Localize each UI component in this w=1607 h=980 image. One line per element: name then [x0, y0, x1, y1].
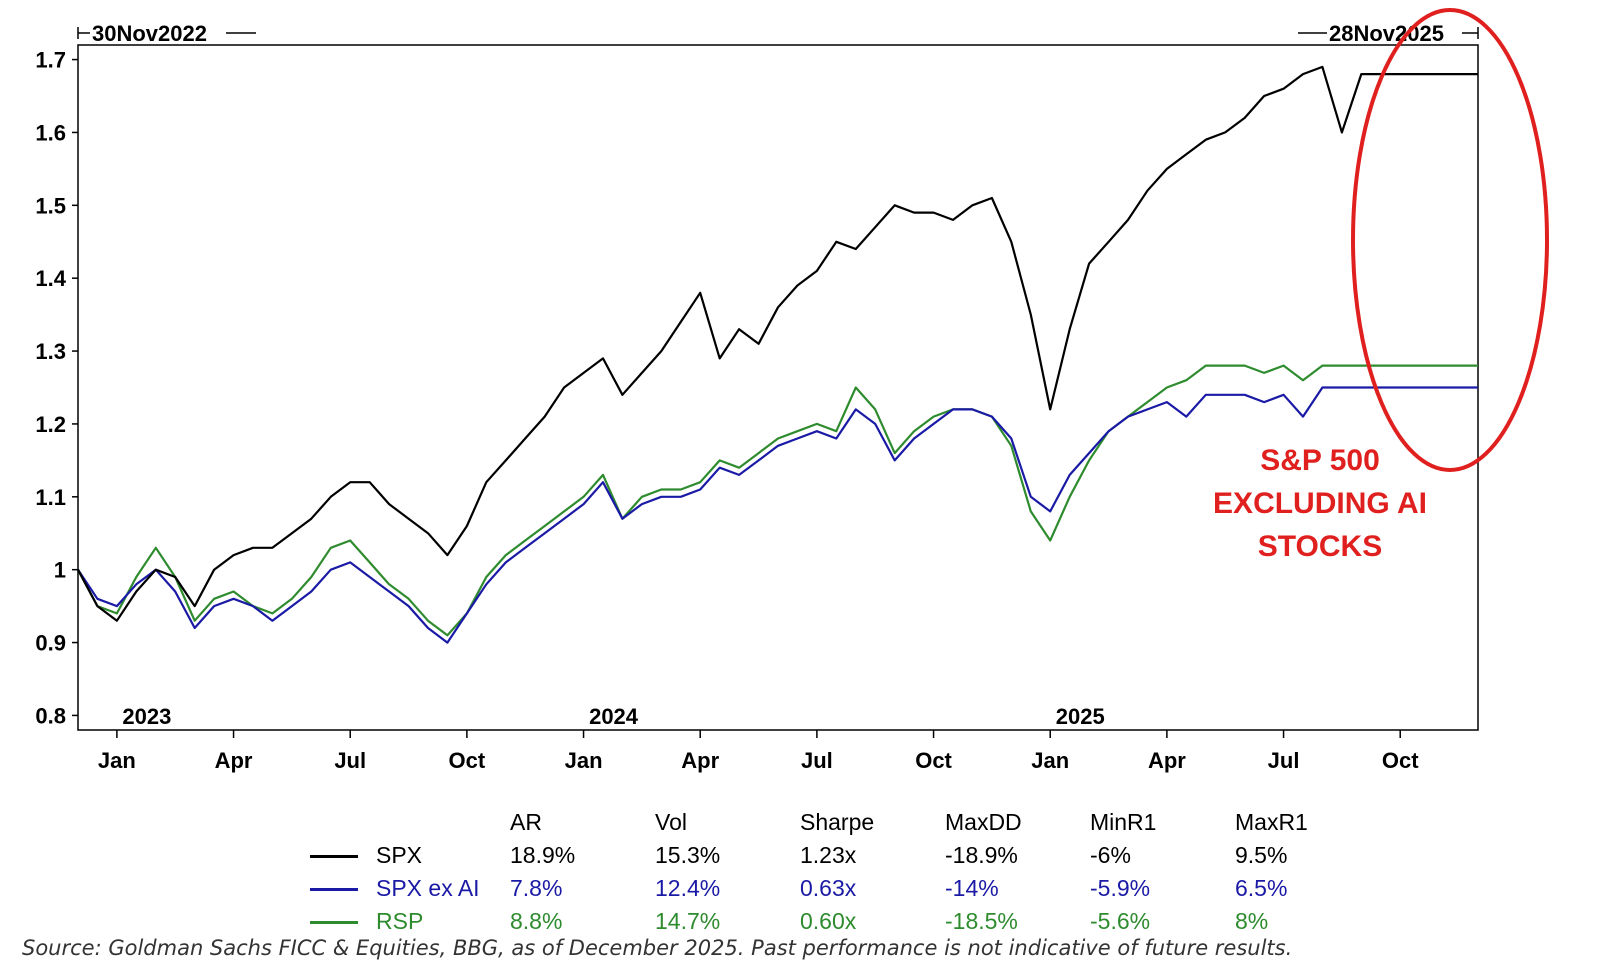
- legend-swatch-rsp: [310, 921, 358, 925]
- spx-minr1: -6%: [1090, 842, 1131, 868]
- header-maxr1: MaxR1: [1235, 809, 1308, 835]
- date-range-end: 28Nov2025: [1298, 21, 1479, 46]
- series-line-rsp: [77, 364, 1478, 637]
- y-tick-label: 1.2: [35, 412, 66, 437]
- annotation-line-3: STOCKS: [1258, 530, 1382, 563]
- annotation-line-2: EXCLUDING AI: [1213, 487, 1427, 520]
- x-tick-label: Apr: [1148, 748, 1186, 773]
- y-tick-label: 1.6: [35, 120, 66, 145]
- rsp-sharpe: 0.60x: [800, 908, 857, 934]
- year-label: 2025: [1056, 704, 1105, 729]
- x-tick-label: Jan: [98, 748, 136, 773]
- spx-ex-ai-minr1: -5.9%: [1090, 875, 1151, 901]
- y-tick-label: 1.1: [35, 485, 66, 510]
- x-tick-label: Jan: [565, 748, 603, 773]
- series-line-spx: [77, 65, 1478, 622]
- x-tick-label: Jul: [801, 748, 833, 773]
- stats-row-rsp: RSP 8.8% 14.7% 0.60x -18.5% -5.6% 8%: [300, 905, 1380, 938]
- date-range-start: 30Nov2022: [77, 21, 256, 46]
- y-axis: 0.8 0.9 1 1.1 1.2 1.3 1.4 1.5 1.6 1.7: [35, 48, 78, 728]
- spx-sharpe: 1.23x: [800, 842, 857, 868]
- stats-row-spx: SPX 18.9% 15.3% 1.23x -18.9% -6% 9.5%: [300, 839, 1380, 872]
- stats-row-spx-ex-ai: SPX ex AI 7.8% 12.4% 0.63x -14% -5.9% 6.…: [300, 872, 1380, 905]
- x-axis: Jan Apr Jul Oct Jan Apr Jul Oct Jan Apr Jul Oct: [98, 730, 1419, 773]
- x-tick-label: Oct: [449, 748, 486, 773]
- spx-ar: 18.9%: [510, 842, 576, 868]
- legend-label-spx: SPX: [376, 842, 423, 868]
- y-tick-label: 1.4: [35, 266, 66, 291]
- y-tick-label: 0.8: [35, 703, 66, 728]
- header-vol: Vol: [655, 809, 687, 835]
- year-label: 2024: [589, 704, 639, 729]
- annotation-line-1: S&P 500: [1260, 444, 1380, 477]
- spx-ex-ai-sharpe: 0.63x: [800, 875, 857, 901]
- header-sharpe: Sharpe: [800, 809, 875, 835]
- header-maxdd: MaxDD: [945, 809, 1022, 835]
- start-date-label: 30Nov2022: [92, 21, 207, 46]
- header-ar: AR: [510, 809, 542, 835]
- spx-ex-ai-maxdd: -14%: [945, 875, 999, 901]
- header-minr1: MinR1: [1090, 809, 1157, 835]
- highlight-ellipse: [1351, 8, 1549, 472]
- spx-ex-ai-ar: 7.8%: [510, 875, 563, 901]
- rsp-ar: 8.8%: [510, 908, 563, 934]
- x-tick-label: Apr: [215, 748, 253, 773]
- spx-ex-ai-maxr1: 6.5%: [1235, 875, 1288, 901]
- y-tick-label: 1.7: [35, 48, 66, 73]
- y-tick-label: 0.9: [35, 631, 66, 656]
- y-tick-label: 1: [54, 558, 66, 583]
- x-tick-label: Jul: [1268, 748, 1300, 773]
- x-tick-label: Jan: [1031, 748, 1069, 773]
- legend-label-rsp: RSP: [376, 908, 424, 934]
- plot-area: [77, 44, 1479, 731]
- x-tick-label: Oct: [1382, 748, 1419, 773]
- series-line-spx-ex-ai: [77, 386, 1478, 644]
- x-tick-label: Oct: [915, 748, 952, 773]
- annotation: S&P 500 EXCLUDING AI STOCKS: [1213, 444, 1427, 563]
- spx-maxr1: 9.5%: [1235, 842, 1288, 868]
- legend-label-spx-ex-ai: SPX ex AI: [376, 875, 480, 901]
- spx-ex-ai-vol: 12.4%: [655, 875, 721, 901]
- rsp-maxr1: 8%: [1235, 908, 1269, 934]
- y-tick-label: 1.5: [35, 193, 66, 218]
- legend-swatch-spx: [310, 855, 358, 859]
- y-tick-label: 1.3: [35, 339, 66, 364]
- year-labels: 2023 2024 2025: [122, 704, 1104, 729]
- series-lines: [77, 65, 1478, 644]
- x-tick-label: Apr: [681, 748, 719, 773]
- end-date-label: 28Nov2025: [1329, 21, 1444, 46]
- rsp-minr1: -5.6%: [1090, 908, 1151, 934]
- x-tick-label: Jul: [334, 748, 366, 773]
- rsp-vol: 14.7%: [655, 908, 721, 934]
- stats-header-row: AR Vol Sharpe MaxDD MinR1 MaxR1: [300, 806, 1380, 839]
- legend-swatch-spx-ex-ai: [310, 888, 358, 892]
- line-chart: 0.8 0.9 1 1.1 1.2 1.3 1.4 1.5 1.6 1.7 Jan Apr Jul Oc…: [35, 8, 1549, 773]
- spx-maxdd: -18.9%: [945, 842, 1018, 868]
- year-label: 2023: [122, 704, 171, 729]
- spx-vol: 15.3%: [655, 842, 721, 868]
- rsp-maxdd: -18.5%: [945, 908, 1018, 934]
- stats-table: AR Vol Sharpe MaxDD MinR1 MaxR1 SPX 18.9…: [300, 806, 1380, 938]
- source-note: Source: Goldman Sachs FICC & Equities, B…: [22, 936, 1293, 960]
